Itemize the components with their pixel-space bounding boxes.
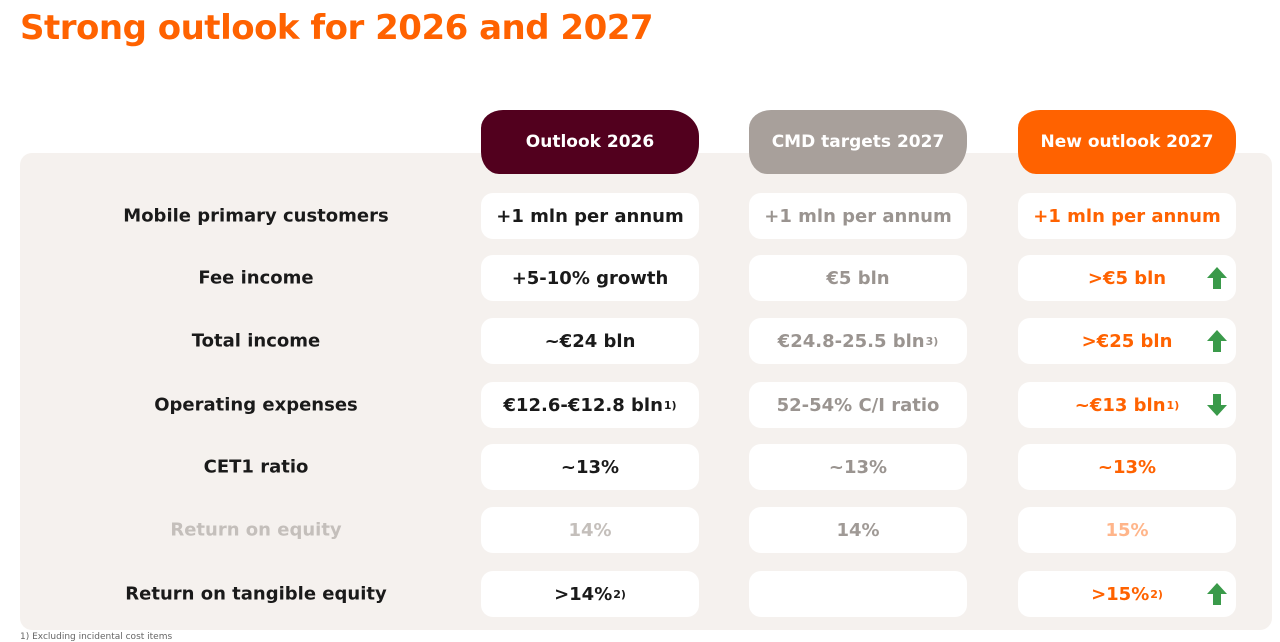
footnote: 1) Excluding incidental cost items [20, 632, 173, 642]
cell-text: >€25 bln [1081, 330, 1173, 352]
cell: 14% [749, 507, 967, 553]
arrow-shape [1207, 330, 1227, 352]
cell-text: €5 bln [826, 267, 890, 289]
cell: 15% [1018, 507, 1236, 553]
cell: ~13% [749, 444, 967, 490]
trend-arrow [1207, 394, 1227, 416]
cell: >€25 bln [1018, 318, 1236, 364]
cell-text: ~13% [828, 456, 888, 478]
cell: €12.6-€12.8 bln 1) [481, 382, 699, 428]
title: Strong outlook for 2026 and 2027 [20, 8, 654, 48]
cell: €5 bln [749, 255, 967, 301]
footnote-ref: 1) [663, 398, 677, 412]
cell-text: ~13% [560, 456, 620, 478]
cell: ~€13 bln 1) [1018, 382, 1236, 428]
trend-arrow [1207, 330, 1227, 352]
cell [749, 571, 967, 617]
row-label: Return on equity [170, 519, 342, 541]
cell-text: +1 mln per annum [1033, 205, 1221, 227]
cell-text: +1 mln per annum [764, 205, 952, 227]
cell-text: >14% [554, 583, 613, 605]
arrow-shape [1207, 267, 1227, 289]
footnote-ref: 2) [613, 587, 626, 601]
cell: >€5 bln [1018, 255, 1236, 301]
row-label: Return on tangible equity [125, 583, 387, 605]
cell: >14% 2) [481, 571, 699, 617]
column-header: CMD targets 2027 [749, 110, 967, 174]
row-label: Operating expenses [154, 394, 358, 416]
cell: +1 mln per annum [481, 193, 699, 239]
row-label: Mobile primary customers [123, 205, 389, 227]
cell: +5-10% growth [481, 255, 699, 301]
column-header: Outlook 2026 [481, 110, 699, 174]
cell-text: +1 mln per annum [496, 205, 684, 227]
cell: 52-54% C/I ratio [749, 382, 967, 428]
cell: >15% 2) [1018, 571, 1236, 617]
arrow-shape [1207, 583, 1227, 605]
cell-text: 15% [1105, 519, 1149, 541]
row-label: CET1 ratio [203, 456, 309, 478]
cell-text: >15% [1091, 583, 1150, 605]
cell: ~13% [1018, 444, 1236, 490]
cell-text: ~€24 bln [544, 330, 636, 352]
cell-text: €12.6-€12.8 bln [503, 394, 663, 416]
cell-text: €24.8-25.5 bln [777, 330, 925, 352]
cell-text: 14% [836, 519, 880, 541]
cell-text: >€5 bln [1087, 267, 1167, 289]
column-header: New outlook 2027 [1018, 110, 1236, 174]
cell-text: 52-54% C/I ratio [776, 394, 940, 416]
trend-arrow [1207, 583, 1227, 605]
cell: 14% [481, 507, 699, 553]
cell-text: 14% [568, 519, 612, 541]
cell-text: ~13% [1097, 456, 1157, 478]
footnote-ref: 3) [925, 334, 939, 348]
cell-text: +5-10% growth [511, 267, 669, 289]
cell: ~€24 bln [481, 318, 699, 364]
trend-arrow [1207, 267, 1227, 289]
row-label: Fee income [198, 267, 314, 289]
cell: €24.8-25.5 bln 3) [749, 318, 967, 364]
cell: +1 mln per annum [1018, 193, 1236, 239]
row-label: Total income [191, 330, 321, 352]
cell-text: ~€13 bln [1074, 394, 1166, 416]
footnote-ref: 1) [1166, 398, 1180, 412]
arrow-shape [1207, 394, 1227, 416]
cell: +1 mln per annum [749, 193, 967, 239]
cell: ~13% [481, 444, 699, 490]
footnote-ref: 2) [1150, 587, 1163, 601]
